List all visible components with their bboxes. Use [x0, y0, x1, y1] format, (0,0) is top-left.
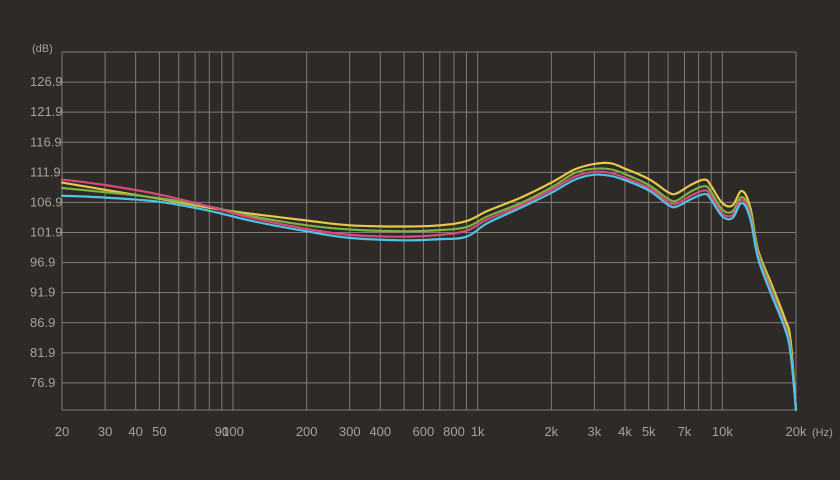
x-tick-label: 5k [642, 424, 656, 439]
x-tick-label: 600 [413, 424, 435, 439]
horizontal-gridlines [62, 51, 796, 411]
x-tick-label: 800 [443, 424, 465, 439]
y-tick-label: 91.9 [30, 285, 55, 300]
y-tick-labels: 76.9 81.9 86.9 91.9 96.9 101.9 106.9 111.9 116.9… [30, 74, 63, 390]
x-tick-label: 4k [618, 424, 632, 439]
x-axis-unit-label: (Hz) [812, 427, 833, 439]
y-tick-label: 126.9 [30, 74, 63, 89]
x-tick-label: 1k [471, 424, 485, 439]
y-tick-label: 121.9 [30, 104, 63, 119]
y-tick-label: 106.9 [30, 194, 63, 209]
x-tick-label: 100 [222, 424, 244, 439]
x-tick-label: 7k [678, 424, 692, 439]
x-tick-label: 10k [712, 424, 733, 439]
x-tick-label: 3k [588, 424, 602, 439]
series-lines [60, 161, 798, 412]
x-tick-label: 2k [544, 424, 558, 439]
series-line-2 [60, 167, 798, 412]
y-tick-label: 111.9 [30, 164, 61, 179]
series-line-4 [60, 173, 798, 412]
x-tick-label: 50 [152, 424, 166, 439]
x-tick-label: 20k [786, 424, 807, 439]
y-axis-unit-label: (dB) [32, 43, 53, 55]
x-tick-label: 400 [369, 424, 391, 439]
x-tick-label: 40 [128, 424, 142, 439]
x-tick-label: 30 [98, 424, 112, 439]
series-line-1 [60, 161, 798, 412]
series-line-3 [60, 170, 798, 412]
x-tick-label: 90 [215, 424, 229, 439]
y-tick-label: 96.9 [30, 255, 55, 270]
x-tick-label: 20 [55, 424, 69, 439]
x-tick-label: 300 [339, 424, 361, 439]
y-tick-label: 81.9 [30, 345, 55, 360]
x-tick-label: 200 [296, 424, 318, 439]
y-tick-label: 76.9 [30, 375, 55, 390]
y-tick-label: 86.9 [30, 315, 55, 330]
y-tick-label: 116.9 [30, 134, 62, 149]
y-tick-label: 101.9 [30, 225, 63, 240]
